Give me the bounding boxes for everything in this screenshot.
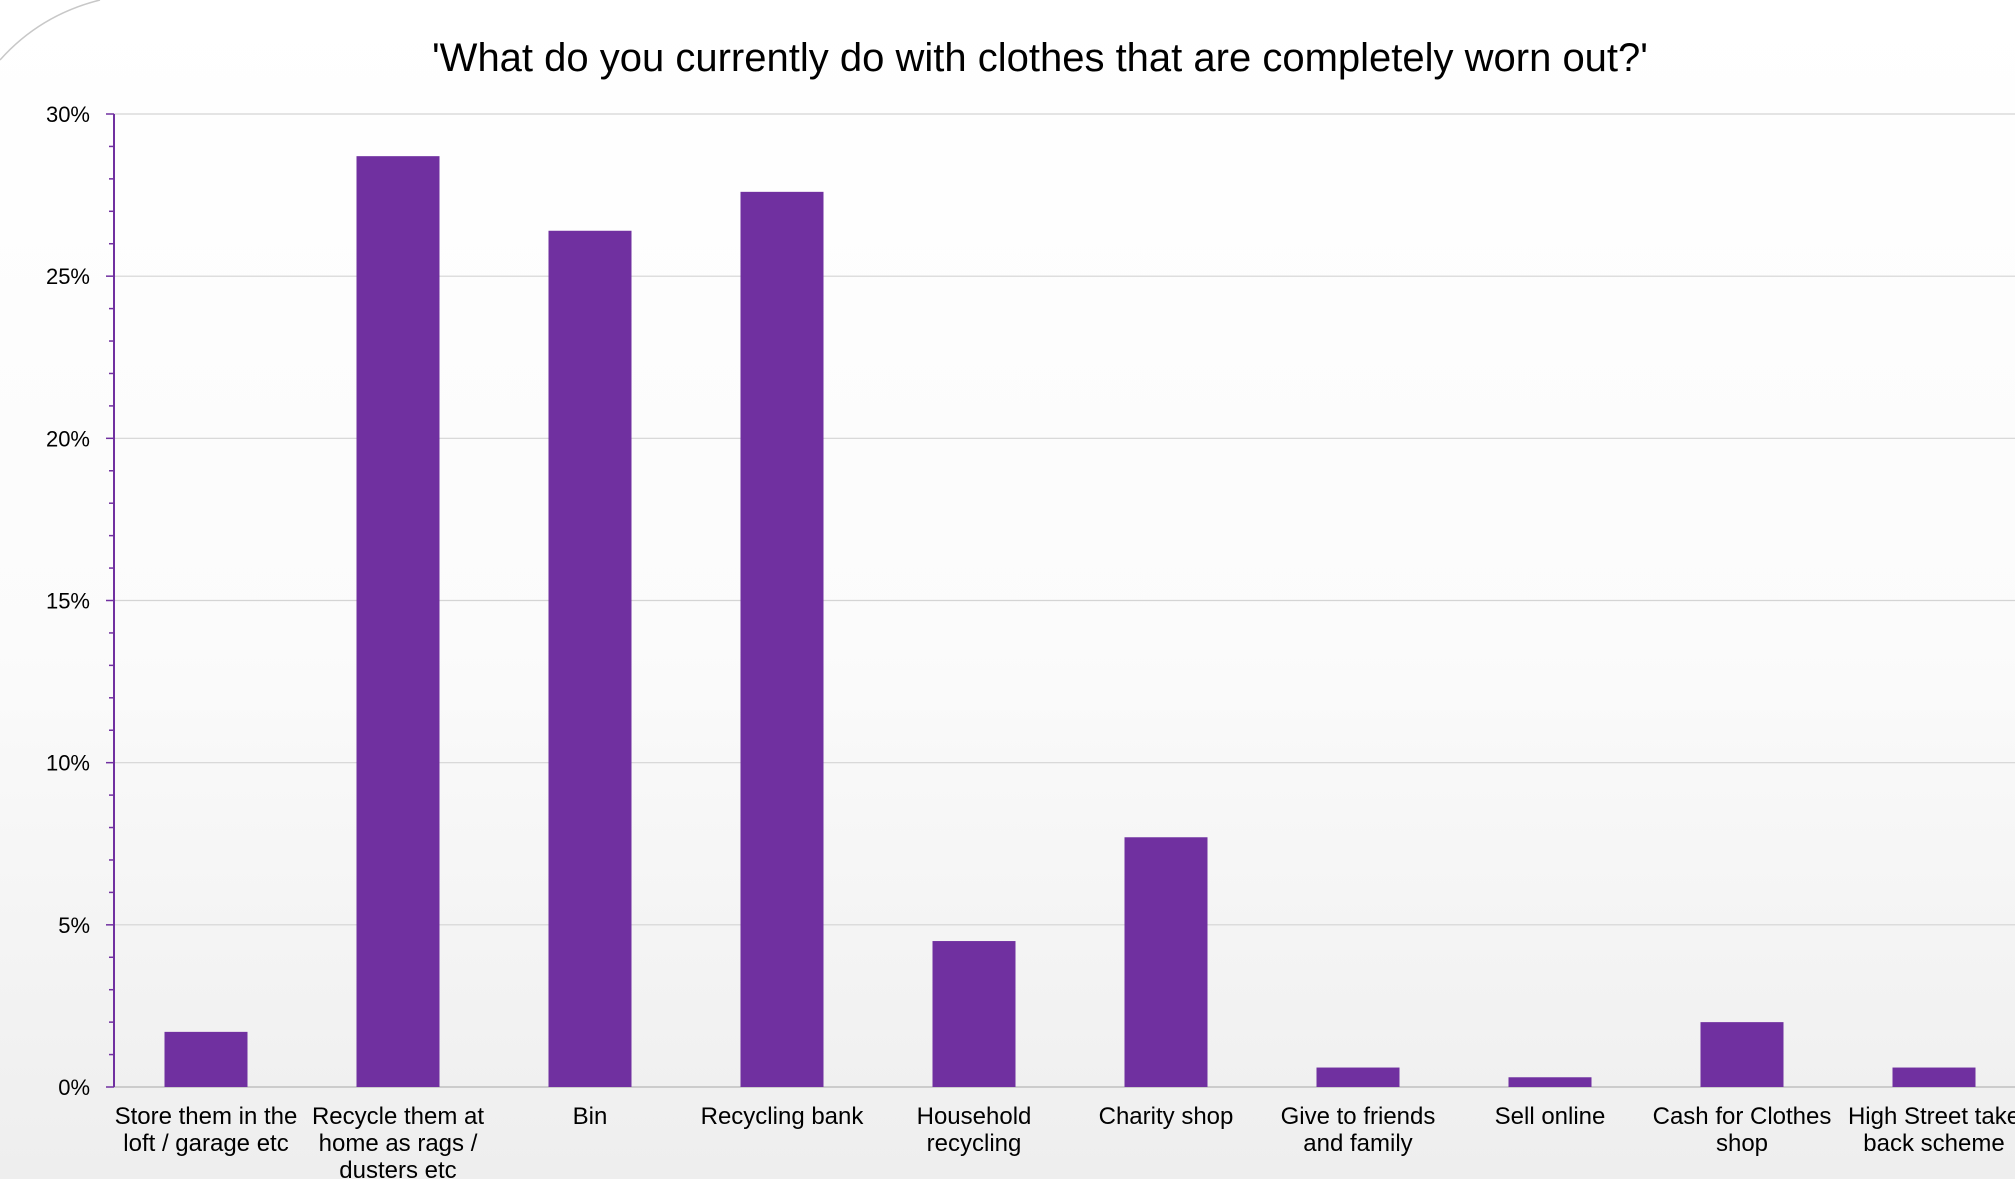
category-label: Bin bbox=[573, 1103, 608, 1130]
corner-decoration-arc bbox=[0, 0, 101, 61]
y-tick-labels: 0% 5% 10% 15% 20% 25% 30% bbox=[46, 102, 90, 1100]
category-label-line: Cash for Clothes bbox=[1653, 1103, 1832, 1130]
category-label-line: recycling bbox=[927, 1130, 1022, 1157]
y-tick-label: 30% bbox=[46, 102, 90, 127]
category-label-line: loft / garage etc bbox=[123, 1130, 288, 1157]
category-label-line: High Street take bbox=[1848, 1103, 2015, 1130]
bar bbox=[1700, 1022, 1784, 1087]
bar bbox=[548, 230, 632, 1087]
y-tick-label: 5% bbox=[58, 913, 90, 938]
category-label: Recycling bank bbox=[701, 1103, 865, 1130]
category-label: Household recycling bbox=[917, 1103, 1032, 1157]
category-label-line: Recycling bank bbox=[701, 1103, 865, 1130]
category-label-line: Recycle them at bbox=[312, 1103, 484, 1130]
category-label-line: dusters etc bbox=[339, 1157, 456, 1179]
bar bbox=[1124, 837, 1208, 1087]
category-label: Give to friends and family bbox=[1281, 1103, 1436, 1157]
category-label-line: Bin bbox=[573, 1103, 608, 1130]
y-tick-label: 10% bbox=[46, 751, 90, 776]
bar bbox=[1508, 1077, 1592, 1087]
bar bbox=[932, 941, 1016, 1087]
category-label: High Street take back scheme bbox=[1848, 1103, 2015, 1157]
y-tick-label: 20% bbox=[46, 426, 90, 451]
category-label-line: Sell online bbox=[1495, 1103, 1606, 1130]
category-label-line: and family bbox=[1303, 1130, 1412, 1157]
y-tick-label: 0% bbox=[58, 1075, 90, 1100]
category-label-line: home as rags / bbox=[319, 1130, 478, 1157]
category-label-line: Household bbox=[917, 1103, 1032, 1130]
bar bbox=[164, 1031, 248, 1087]
bars bbox=[164, 156, 1976, 1088]
bar bbox=[1892, 1067, 1976, 1087]
category-label-line: Charity shop bbox=[1099, 1103, 1234, 1130]
chart-title: 'What do you currently do with clothes t… bbox=[432, 36, 1648, 80]
category-labels: Store them in the loft / garage etc Recycl… bbox=[115, 1103, 2015, 1179]
category-label-line: Store them in the bbox=[115, 1103, 298, 1130]
category-label: Sell online bbox=[1495, 1103, 1606, 1130]
y-tick-label: 15% bbox=[46, 589, 90, 614]
category-label: Charity shop bbox=[1099, 1103, 1234, 1130]
bar bbox=[1316, 1067, 1400, 1087]
y-axis bbox=[106, 113, 115, 1088]
category-label: Cash for Clothes shop bbox=[1653, 1103, 1832, 1157]
bar bbox=[740, 191, 824, 1088]
category-label: Recycle them at home as rags / dusters etc bbox=[312, 1103, 484, 1179]
category-label-line: Give to friends bbox=[1281, 1103, 1436, 1130]
y-tick-label: 25% bbox=[46, 264, 90, 289]
category-label-line: back scheme bbox=[1863, 1130, 2004, 1157]
bar bbox=[356, 156, 440, 1087]
category-label-line: shop bbox=[1716, 1130, 1768, 1157]
category-label: Store them in the loft / garage etc bbox=[115, 1103, 298, 1157]
